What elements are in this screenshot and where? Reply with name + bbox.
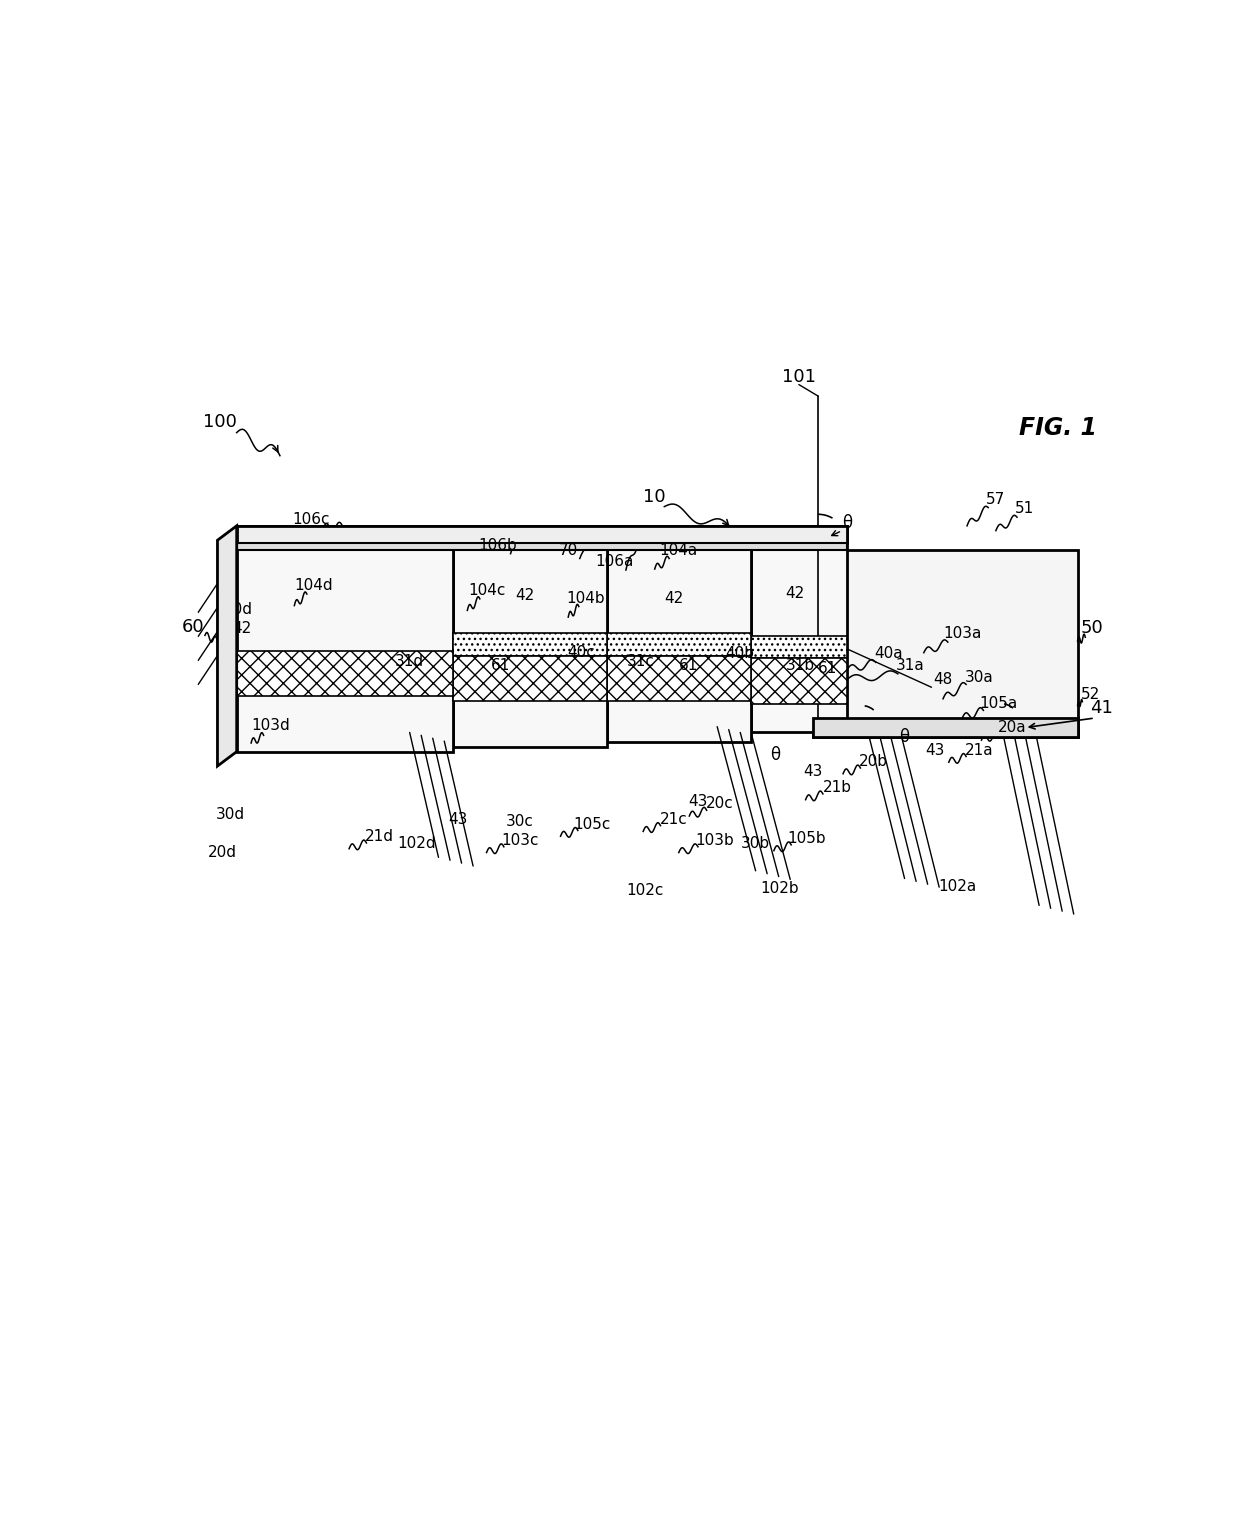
Text: 61: 61 — [491, 657, 511, 673]
Text: 61: 61 — [678, 657, 698, 673]
Text: 20c: 20c — [707, 796, 734, 811]
Text: 104c: 104c — [467, 584, 505, 598]
Polygon shape — [237, 544, 847, 550]
Text: 41: 41 — [1090, 699, 1114, 717]
Text: θ: θ — [899, 728, 910, 746]
Text: 104b: 104b — [567, 591, 605, 605]
Polygon shape — [453, 633, 606, 656]
Text: 103c: 103c — [501, 833, 539, 848]
Polygon shape — [813, 717, 1078, 737]
Text: 21c: 21c — [660, 811, 688, 826]
Text: 30d: 30d — [216, 806, 244, 822]
Text: 43: 43 — [688, 794, 708, 809]
Text: 40d: 40d — [223, 602, 252, 617]
Text: θ: θ — [770, 746, 780, 765]
Text: 57: 57 — [986, 492, 1006, 507]
Polygon shape — [237, 525, 847, 544]
Polygon shape — [751, 636, 847, 659]
Text: 105b: 105b — [787, 831, 826, 846]
Text: 20b: 20b — [859, 754, 888, 770]
Text: θ: θ — [842, 513, 852, 531]
Text: 42: 42 — [516, 588, 534, 602]
Polygon shape — [453, 525, 606, 746]
Text: 30a: 30a — [965, 670, 994, 685]
Text: 20a: 20a — [998, 720, 1027, 736]
Text: 31b: 31b — [786, 657, 816, 673]
Text: 21a: 21a — [965, 742, 993, 757]
Polygon shape — [237, 651, 453, 696]
Text: 106a: 106a — [595, 554, 634, 570]
Text: 103b: 103b — [694, 833, 734, 848]
Polygon shape — [237, 525, 453, 751]
Polygon shape — [217, 525, 237, 766]
Text: 31c: 31c — [626, 654, 655, 670]
Polygon shape — [606, 633, 751, 656]
Text: 43: 43 — [925, 742, 945, 757]
Text: 40a: 40a — [874, 647, 903, 662]
Text: 106b: 106b — [479, 538, 517, 553]
Text: 52: 52 — [1080, 687, 1100, 702]
Polygon shape — [813, 550, 1078, 737]
Text: 42: 42 — [232, 622, 252, 636]
Text: 20d: 20d — [208, 845, 237, 860]
Text: 104d: 104d — [294, 578, 332, 593]
Text: 104a: 104a — [660, 542, 698, 558]
Text: 106c: 106c — [291, 511, 330, 527]
Text: 21b: 21b — [823, 780, 852, 796]
Text: 40c: 40c — [567, 645, 595, 659]
Text: 102c: 102c — [626, 883, 663, 899]
Text: 103d: 103d — [250, 717, 290, 733]
Text: 42: 42 — [665, 591, 683, 605]
Polygon shape — [606, 656, 751, 700]
Text: 101: 101 — [782, 367, 816, 386]
Text: 10: 10 — [644, 488, 666, 505]
Polygon shape — [606, 525, 751, 742]
Text: 100: 100 — [203, 413, 237, 432]
Text: 42: 42 — [785, 585, 805, 601]
Text: FIG. 1: FIG. 1 — [1019, 416, 1097, 439]
Text: 50: 50 — [1080, 619, 1104, 637]
Text: 40b: 40b — [725, 647, 754, 662]
Polygon shape — [751, 525, 847, 733]
Text: 51: 51 — [1016, 501, 1034, 516]
Text: 31d: 31d — [396, 654, 424, 670]
Text: 103a: 103a — [944, 627, 981, 641]
Text: 43: 43 — [804, 763, 823, 779]
Text: 102a: 102a — [939, 879, 977, 894]
Text: 61: 61 — [818, 660, 837, 676]
Text: 60: 60 — [182, 617, 205, 636]
Text: 43: 43 — [448, 811, 467, 826]
Text: 105c: 105c — [574, 817, 611, 831]
Text: 30c: 30c — [506, 814, 534, 828]
Polygon shape — [453, 656, 606, 700]
Text: 21d: 21d — [365, 829, 393, 843]
Text: 30b: 30b — [742, 836, 770, 851]
Text: 105a: 105a — [980, 696, 1018, 711]
Polygon shape — [751, 659, 847, 703]
Text: 31a: 31a — [897, 657, 925, 673]
Text: 102b: 102b — [760, 882, 799, 895]
Text: 102d: 102d — [397, 836, 435, 851]
Text: 48: 48 — [934, 673, 952, 688]
Text: 70: 70 — [558, 542, 578, 558]
